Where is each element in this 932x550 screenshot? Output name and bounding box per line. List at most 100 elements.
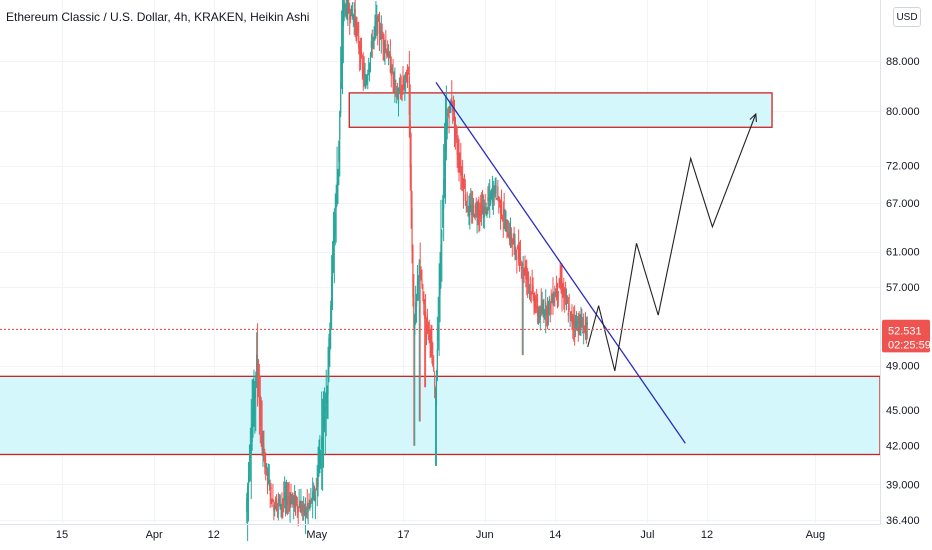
price-tick-label: 39.000 <box>886 479 920 491</box>
candle-body <box>466 193 468 210</box>
candle-body <box>307 505 309 512</box>
candle-body <box>272 499 274 501</box>
candle-body <box>384 47 386 49</box>
candle-body <box>568 308 570 310</box>
candle-body <box>401 86 403 88</box>
candle-body <box>322 438 324 445</box>
candle-body <box>545 302 547 316</box>
candle-body <box>333 229 335 243</box>
candle-body <box>468 205 470 216</box>
candle-body <box>388 55 391 57</box>
last-price-tag <box>882 322 930 353</box>
candle-body <box>266 468 269 477</box>
candle-body <box>308 499 310 504</box>
candle-body <box>564 289 566 300</box>
candle-body <box>405 72 407 78</box>
candle-body <box>426 315 428 320</box>
candle-body <box>554 293 556 298</box>
candle-body <box>440 244 442 262</box>
candle-body <box>490 190 493 195</box>
candle-body <box>289 500 291 505</box>
candle-body <box>430 335 432 341</box>
candle-body <box>533 297 535 306</box>
candle-body <box>355 18 357 36</box>
candle-body <box>421 278 423 286</box>
candle-body <box>439 263 441 295</box>
candle-body <box>326 391 328 404</box>
candle-body <box>386 50 388 56</box>
candle-body <box>537 316 540 318</box>
candle-body <box>265 464 267 468</box>
candle-body <box>411 208 413 252</box>
candle-body <box>491 191 494 203</box>
candle-body <box>379 37 382 39</box>
candle-body <box>389 54 391 73</box>
candle-body <box>477 208 479 219</box>
candle-body <box>296 504 298 509</box>
candle-body <box>508 237 510 239</box>
candle-body <box>378 18 380 21</box>
candle-body <box>399 88 401 92</box>
price-tick-label: 80.000 <box>886 106 920 118</box>
candle-body <box>381 35 383 38</box>
candle-body <box>502 218 504 221</box>
candle-body <box>367 74 369 81</box>
candle-body <box>537 304 539 316</box>
candle-body <box>336 182 338 204</box>
candle-body <box>414 318 416 336</box>
candle-body <box>519 255 522 261</box>
price-tick-label: 49.000 <box>886 361 920 373</box>
candle-body <box>348 7 350 13</box>
candle-body <box>351 13 354 18</box>
candle-body <box>529 286 531 288</box>
candle-body <box>345 8 347 15</box>
candle-body <box>344 5 346 9</box>
candle-body <box>458 152 460 168</box>
candle-body <box>295 497 298 503</box>
candle-body <box>481 206 484 211</box>
candle-body <box>547 302 550 315</box>
candle-body <box>274 506 276 512</box>
candle-body <box>540 306 542 314</box>
candle-body <box>257 380 260 394</box>
candle-body <box>412 245 414 297</box>
candle-body <box>356 27 358 30</box>
candle-body <box>438 297 440 314</box>
candle-body <box>378 24 381 35</box>
candle-body <box>251 424 253 442</box>
price-axis[interactable]: 88.000 80.000 72.000 67.000 61.000 57.000 49.0… <box>886 56 920 527</box>
candle-body <box>331 257 334 276</box>
candle-body <box>456 142 458 156</box>
candle-body <box>269 492 271 496</box>
time-tick-label: 12 <box>701 529 713 541</box>
candle-body <box>512 238 514 245</box>
candle-body <box>301 507 303 513</box>
candle-body <box>511 239 513 245</box>
candle-body <box>444 140 447 159</box>
candle-body <box>578 317 580 332</box>
candle-body <box>248 467 251 472</box>
candle-body <box>467 211 469 216</box>
projection-path <box>587 113 757 372</box>
currency-button[interactable]: USD <box>893 7 921 27</box>
candle-body <box>565 291 567 296</box>
candle-body <box>527 271 529 281</box>
candle-body <box>561 280 563 294</box>
candle-body <box>350 5 353 16</box>
candle-body <box>338 141 340 163</box>
candle-body <box>275 501 278 510</box>
time-tick-label: Aug <box>806 529 826 541</box>
candle-body <box>284 496 287 500</box>
candle-body <box>543 310 545 317</box>
price-tick-label: 42.000 <box>886 441 920 453</box>
price-tick-label: 67.000 <box>886 198 920 210</box>
candle-body <box>364 80 366 87</box>
candle-body <box>377 16 379 34</box>
candle-body <box>469 203 471 216</box>
time-axis[interactable]: 15 Apr 12 May 17 Jun 14 Jul 12 Aug <box>56 529 825 541</box>
candle-body <box>262 446 264 450</box>
candle-body <box>340 54 343 79</box>
candle-body <box>436 349 438 381</box>
candle-body <box>286 499 288 506</box>
